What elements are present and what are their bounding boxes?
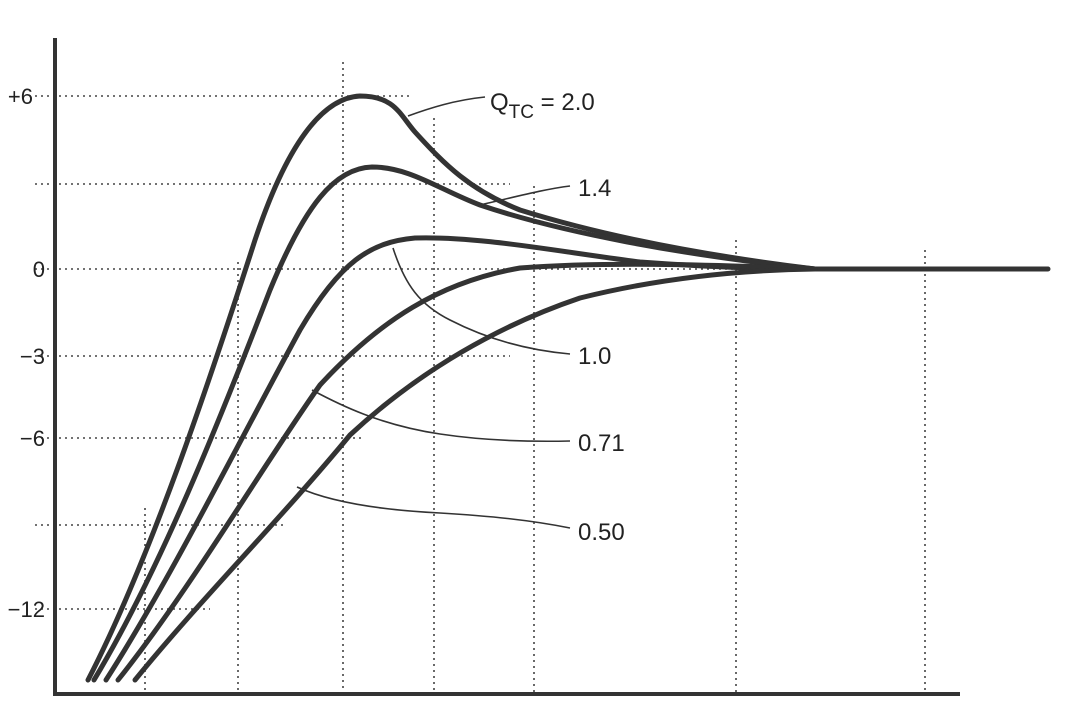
curve-label-qtc-1-0: 1.0 [578, 343, 611, 370]
curve-qtc-1-0 [103, 235, 818, 683]
y-tick-label-plus6: +6 [8, 84, 33, 109]
curve-label-qtc-0-71: 0.71 [578, 430, 625, 457]
y-tick-label-minus6: −6 [20, 426, 45, 451]
y-tick-labels: +6 0 −3 −6 −12 [8, 84, 45, 622]
axes [53, 38, 1051, 696]
q-symbol: Q [490, 89, 509, 116]
curve-qtc-1-4 [91, 164, 818, 683]
y-tick-label-minus12: −12 [8, 597, 45, 622]
y-tick-label-minus3: −3 [20, 344, 45, 369]
curve-qtc-0-50 [132, 266, 818, 683]
curve-qtc-2-0 [85, 93, 818, 683]
y-tick-label-0: 0 [33, 257, 45, 282]
q-value-2-0: 2.0 [561, 89, 594, 116]
curve-labels: QTC = 2.0 1.4 1.0 0.71 0.50 [490, 89, 625, 546]
curve-qtc-0-71 [115, 261, 818, 683]
curve-label-qtc-2-0: QTC = 2.0 [490, 89, 595, 123]
leader-qtc-1-4 [479, 185, 571, 206]
leader-qtc-0-71 [311, 389, 571, 443]
q-subscript: TC [509, 102, 534, 123]
curve-label-qtc-1-4: 1.4 [578, 175, 611, 202]
q-equals: = [534, 89, 561, 116]
grid-lines [35, 62, 1050, 692]
leader-qtc-0-50 [296, 486, 571, 529]
curve-leaders [296, 96, 571, 529]
curve-label-qtc-0-50: 0.50 [578, 519, 625, 546]
leader-qtc-1-0 [392, 247, 571, 355]
curves [85, 93, 818, 683]
leader-qtc-2-0 [407, 96, 486, 117]
